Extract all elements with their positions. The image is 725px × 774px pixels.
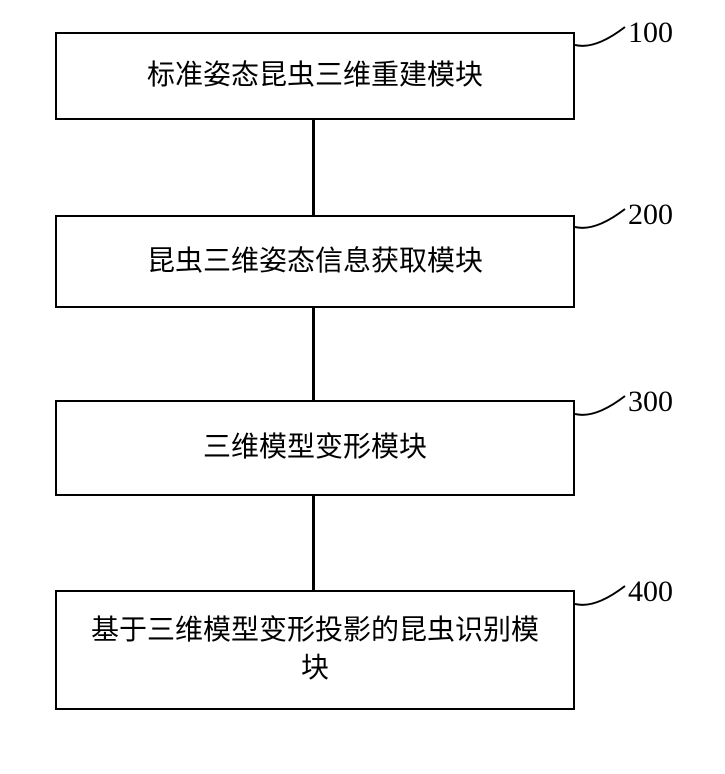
node-label-100: 100 bbox=[628, 16, 673, 50]
node-pose-info-acquisition: 昆虫三维姿态信息获取模块 bbox=[55, 215, 575, 308]
callout-arc-300 bbox=[575, 391, 630, 421]
node-insect-recognition: 基于三维模型变形投影的昆虫识别模块 bbox=[55, 590, 575, 710]
edge-2-3 bbox=[312, 308, 315, 400]
flowchart-canvas: 标准姿态昆虫三维重建模块 100 昆虫三维姿态信息获取模块 200 三维模型变形… bbox=[0, 0, 725, 774]
callout-arc-200 bbox=[575, 204, 630, 234]
callout-arc-400 bbox=[575, 581, 630, 611]
edge-3-4 bbox=[312, 496, 315, 590]
node-text: 昆虫三维姿态信息获取模块 bbox=[147, 243, 483, 281]
node-text: 三维模型变形模块 bbox=[203, 429, 427, 467]
node-label-300: 300 bbox=[628, 385, 673, 419]
node-standard-pose-reconstruction: 标准姿态昆虫三维重建模块 bbox=[55, 32, 575, 120]
callout-arc-100 bbox=[575, 22, 630, 52]
node-label-200: 200 bbox=[628, 198, 673, 232]
node-text: 基于三维模型变形投影的昆虫识别模块 bbox=[85, 612, 545, 688]
node-label-400: 400 bbox=[628, 575, 673, 609]
node-3d-model-deformation: 三维模型变形模块 bbox=[55, 400, 575, 496]
edge-1-2 bbox=[312, 120, 315, 215]
node-text: 标准姿态昆虫三维重建模块 bbox=[147, 57, 483, 95]
